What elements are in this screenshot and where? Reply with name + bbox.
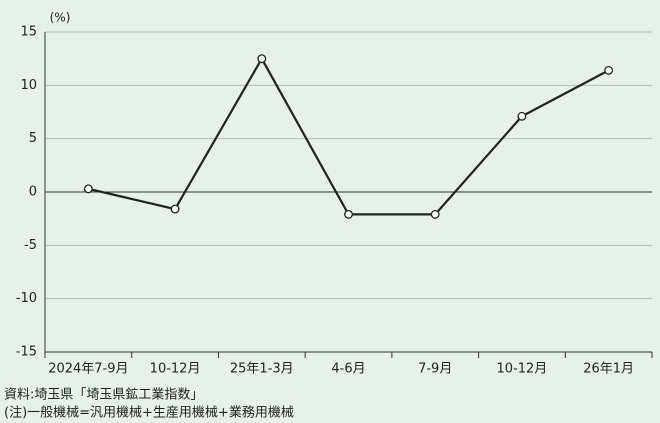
y-tick-label: 10 [20,78,37,93]
footnote: (注)一般機械=汎用機械+生産用機械+業務用機械 [4,405,294,421]
data-line [88,56,610,216]
x-tick-label: 7-9月 [418,362,452,377]
x-tick-label: 26年1月 [583,362,634,377]
data-point [517,111,527,121]
x-tick-label: 25年1-3月 [230,362,294,377]
x-tick-label: 10-12月 [150,362,201,377]
x-tick-label: 2024年7-9月 [48,362,128,377]
data-point [430,209,440,219]
y-tick-label: -5 [24,238,37,253]
data-point [257,54,267,64]
y-tick-label: 0 [29,185,37,200]
source-note: 資料:埼玉県「埼玉県鉱工業指数」 [4,387,203,403]
data-point [83,184,93,194]
y-tick-label: -15 [16,345,37,360]
data-point [604,65,614,75]
x-tick-label: 10-12月 [497,362,548,377]
data-point [344,209,353,219]
y-tick-label: -10 [16,291,37,306]
y-axis-unit: (%) [50,11,71,25]
x-tick-label: 4-6月 [331,362,365,377]
y-tick-label: 15 [20,25,37,40]
data-point [170,204,180,214]
y-tick-label: 5 [29,131,37,146]
